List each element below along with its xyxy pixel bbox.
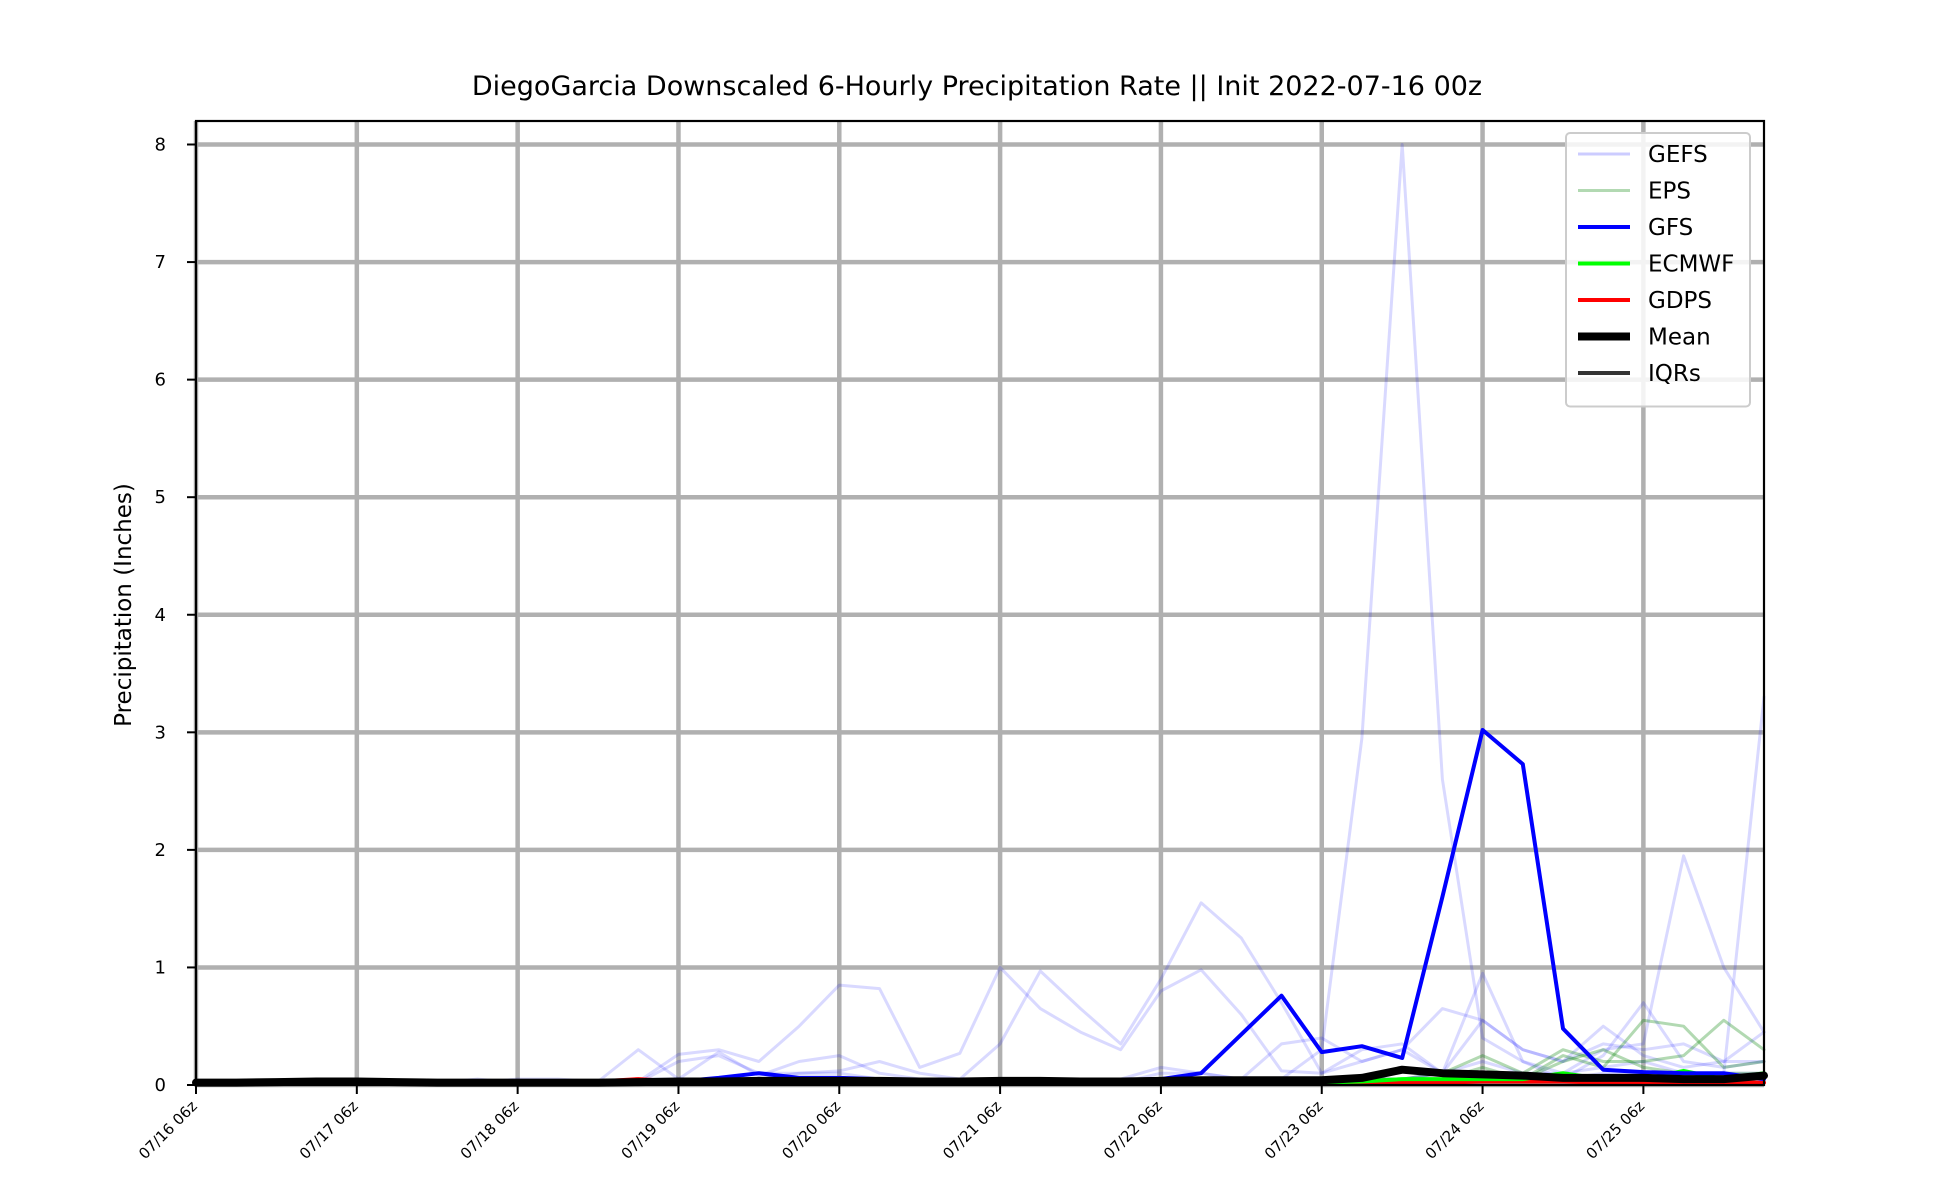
y-tick-label: 2 — [155, 840, 166, 861]
axis-ticks: 0 1 2 3 4 5 6 7 8 07/16 06z 07/17 06z 07/18 06z 07/1… — [135, 135, 1648, 1163]
x-tick-label: 07/23 06z — [1261, 1097, 1327, 1163]
gefs-member-line — [194, 695, 1766, 1085]
legend-label-gdps: GDPS — [1648, 288, 1712, 314]
x-tick-label: 07/22 06z — [1100, 1097, 1166, 1163]
legend-label-gefs: GEFS — [1648, 142, 1708, 168]
x-tick-label: 07/21 06z — [939, 1097, 1005, 1163]
plot-lines — [192, 143, 1768, 1087]
y-tick-label: 7 — [155, 252, 166, 273]
gefs-member-line — [194, 965, 1766, 1085]
legend-label-iqrs: IQRs — [1648, 361, 1701, 387]
legend: GEFS EPS GFS ECMWF GDPS Mean IQRs — [1565, 132, 1751, 408]
grid — [193, 121, 1764, 1088]
mean-series-line — [192, 1065, 1768, 1087]
plot-frame — [194, 119, 1766, 1087]
x-tick-label: 07/19 06z — [618, 1097, 684, 1163]
x-tick-label: 07/25 06z — [1582, 1097, 1648, 1163]
y-tick-label: 8 — [155, 135, 166, 156]
gefs-member-line — [194, 901, 1766, 1085]
y-tick-label: 3 — [155, 722, 166, 743]
gefs-member-line — [194, 1007, 1766, 1085]
gfs-series-line — [194, 728, 1766, 1085]
x-tick-label: 07/24 06z — [1422, 1097, 1488, 1163]
chart-title: DiegoGarcia Downscaled 6-Hourly Precipit… — [472, 71, 1482, 102]
legend-label-eps: EPS — [1648, 179, 1691, 205]
legend-label-gfs: GFS — [1648, 215, 1693, 241]
legend-label-ecmwf: ECMWF — [1648, 252, 1734, 278]
x-tick-label: 07/18 06z — [457, 1097, 523, 1163]
y-tick-label: 5 — [155, 487, 166, 508]
x-tick-label: 07/20 06z — [778, 1097, 844, 1163]
x-tick-label: 07/16 06z — [135, 1097, 201, 1163]
y-tick-label: 6 — [155, 370, 166, 391]
y-axis-label: Precipitation (Inches) — [111, 483, 137, 727]
y-tick-label: 4 — [155, 605, 166, 626]
x-tick-label: 07/17 06z — [296, 1097, 362, 1163]
y-tick-label: 0 — [155, 1075, 166, 1096]
y-tick-label: 1 — [155, 957, 166, 978]
legend-label-mean: Mean — [1648, 325, 1711, 351]
